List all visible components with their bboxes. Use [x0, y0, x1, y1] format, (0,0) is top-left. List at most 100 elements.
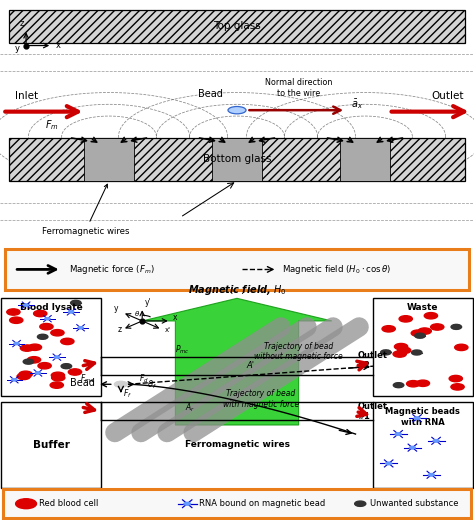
Text: Magnetic beads
with RNA: Magnetic beads with RNA [385, 407, 460, 427]
Bar [9, 138, 465, 180]
Circle shape [50, 382, 64, 388]
Text: Normal direction
to the wire: Normal direction to the wire [265, 79, 332, 98]
Circle shape [114, 381, 128, 387]
Circle shape [38, 362, 51, 369]
Text: Outlet
#1: Outlet #1 [358, 402, 388, 421]
Text: Top glass: Top glass [213, 21, 261, 31]
Text: Ferromagnetic wires: Ferromagnetic wires [184, 440, 290, 449]
Circle shape [451, 324, 462, 329]
Circle shape [28, 344, 42, 350]
Circle shape [407, 381, 420, 387]
Text: x: x [173, 313, 177, 322]
Bar [1, 298, 101, 396]
Circle shape [20, 345, 34, 351]
Text: z: z [19, 19, 24, 29]
Text: Bottom glass: Bottom glass [203, 154, 271, 164]
Text: (b): (b) [228, 516, 246, 520]
Circle shape [433, 439, 439, 443]
Circle shape [399, 316, 412, 322]
Circle shape [455, 344, 468, 350]
Circle shape [11, 379, 17, 381]
Circle shape [424, 313, 438, 319]
Text: y: y [15, 44, 20, 54]
Circle shape [355, 501, 366, 506]
Circle shape [51, 330, 64, 336]
Circle shape [415, 333, 425, 338]
Circle shape [14, 342, 19, 345]
Circle shape [16, 499, 36, 509]
Bar [373, 402, 473, 488]
Circle shape [409, 446, 416, 449]
Text: Magnetic field ($H_0 \cdot \cos\theta$): Magnetic field ($H_0 \cdot \cos\theta$) [282, 263, 392, 276]
Circle shape [68, 369, 82, 375]
Bar [373, 298, 473, 396]
Text: y: y [114, 304, 118, 313]
Text: Bead: Bead [199, 89, 223, 99]
Text: $F_f$: $F_f$ [123, 387, 132, 399]
Text: Trajectory of bead
without magnetic force: Trajectory of bead without magnetic forc… [254, 342, 343, 361]
Circle shape [414, 417, 420, 420]
Text: y': y' [145, 298, 151, 307]
Circle shape [395, 433, 401, 436]
FancyArrowPatch shape [193, 327, 359, 433]
Circle shape [37, 334, 48, 339]
Circle shape [393, 383, 404, 388]
Circle shape [40, 323, 53, 330]
Circle shape [61, 363, 72, 369]
FancyBboxPatch shape [5, 249, 469, 290]
Text: Outlet
#2: Outlet #2 [358, 351, 388, 370]
Text: Bead: Bead [70, 378, 95, 388]
Circle shape [418, 328, 431, 334]
Circle shape [51, 372, 64, 379]
Text: $F_d$: $F_d$ [139, 372, 149, 385]
FancyBboxPatch shape [3, 489, 471, 518]
Circle shape [411, 350, 422, 355]
Text: A': A' [246, 361, 255, 370]
Ellipse shape [228, 107, 246, 114]
Text: $A_r$: $A_r$ [185, 401, 195, 414]
FancyArrowPatch shape [141, 327, 307, 433]
Circle shape [61, 338, 74, 345]
FancyArrowPatch shape [115, 327, 281, 433]
Circle shape [451, 384, 464, 390]
Circle shape [430, 324, 444, 330]
Text: x: x [55, 41, 61, 50]
Circle shape [23, 359, 34, 364]
Text: Buffer: Buffer [33, 440, 70, 450]
Text: $\theta_f$: $\theta_f$ [147, 379, 157, 391]
Circle shape [54, 356, 60, 359]
Text: Ferromagnetic wires: Ferromagnetic wires [42, 184, 129, 236]
Circle shape [183, 502, 191, 505]
Polygon shape [142, 298, 332, 425]
Text: Trajectory of bead
with magnetic force: Trajectory of bead with magnetic force [223, 389, 299, 409]
Polygon shape [142, 298, 332, 425]
Text: Waste: Waste [407, 303, 438, 313]
Circle shape [35, 372, 41, 374]
Circle shape [398, 347, 411, 354]
FancyArrowPatch shape [167, 327, 333, 433]
Bar [9, 10, 465, 43]
Bar [340, 138, 390, 180]
Circle shape [381, 350, 391, 355]
Text: $F_m$: $F_m$ [46, 118, 59, 132]
Circle shape [78, 327, 83, 329]
Bar [212, 138, 262, 180]
Text: Magnetic field, $H_0$: Magnetic field, $H_0$ [188, 283, 286, 297]
Circle shape [449, 375, 463, 382]
Text: Outlet: Outlet [432, 92, 464, 101]
Text: z: z [118, 325, 122, 334]
Circle shape [52, 374, 65, 381]
Circle shape [393, 351, 406, 357]
Text: $\bar{a}_x$: $\bar{a}_x$ [351, 97, 363, 111]
Text: Inlet: Inlet [15, 92, 37, 101]
Circle shape [68, 310, 74, 314]
Text: (a): (a) [229, 293, 245, 306]
Text: $\theta$: $\theta$ [134, 309, 140, 318]
Text: Blood lysate: Blood lysate [20, 303, 82, 313]
Circle shape [17, 373, 30, 380]
Text: Magnetic force ($F_m$): Magnetic force ($F_m$) [69, 263, 155, 276]
Circle shape [71, 301, 81, 305]
Text: $F_{ma}$: $F_{ma}$ [80, 372, 95, 385]
Text: Red blood cell: Red blood cell [39, 499, 98, 508]
Circle shape [34, 310, 47, 317]
